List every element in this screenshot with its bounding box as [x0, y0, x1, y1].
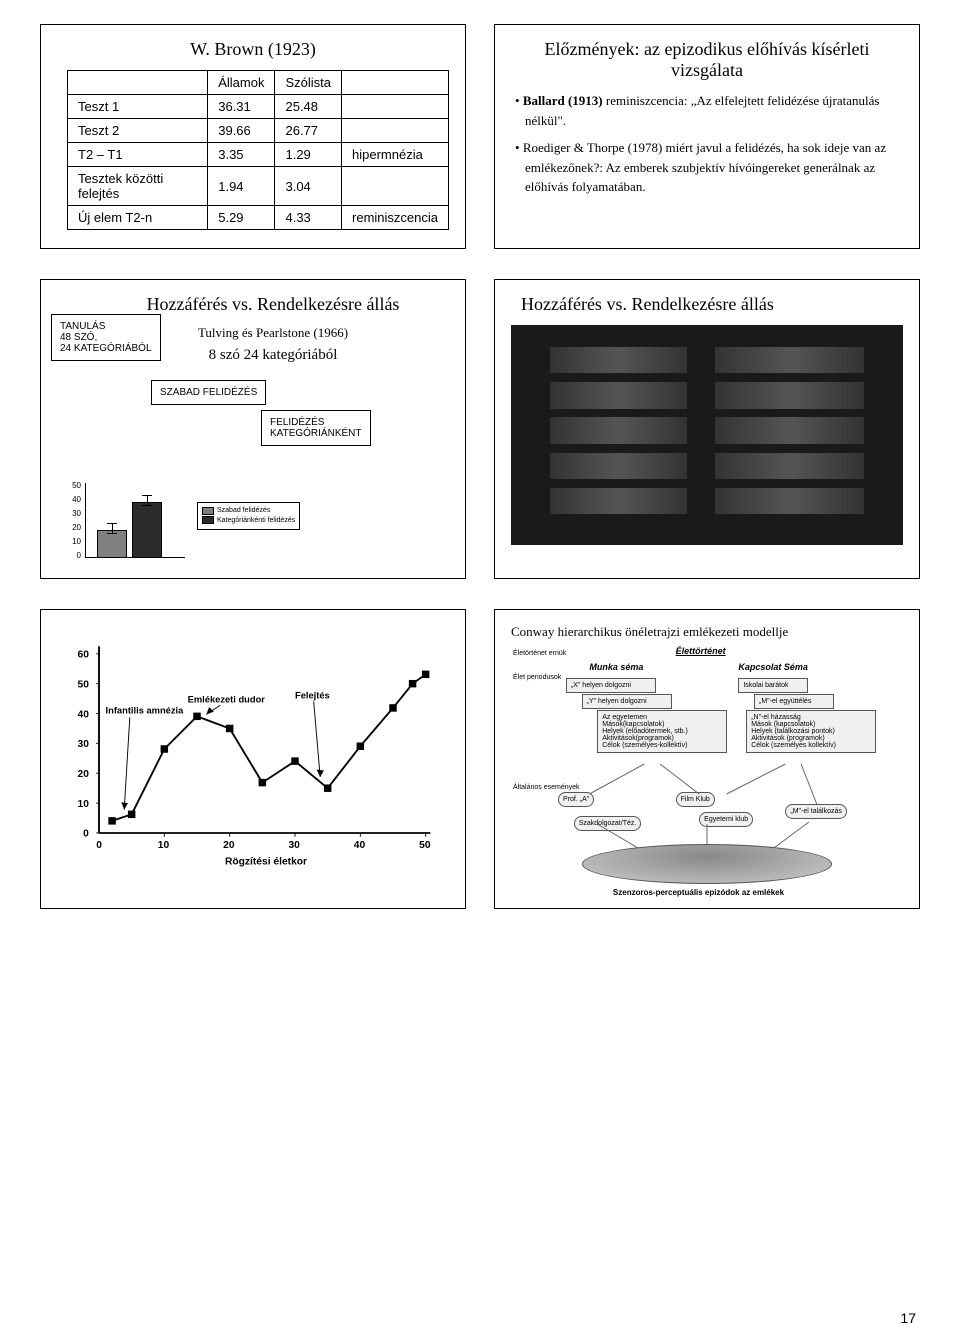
svg-text:40: 40: [354, 840, 366, 851]
svg-text:Emlékezeti dudor: Emlékezeti dudor: [188, 694, 266, 704]
library-image: [511, 325, 903, 545]
th: Szólista: [275, 71, 342, 95]
th: Államok: [208, 71, 275, 95]
panel2-title: Előzmények: az epizodikus előhívás kísér…: [511, 39, 903, 81]
panel4-title: Hozzáférés vs. Rendelkezésre állás: [521, 294, 903, 315]
panel3-title: Hozzáférés vs. Rendelkezésre állás: [147, 294, 400, 315]
bar-chart: 0 10 20 30 40 50 Szabad felidézés Kategó…: [47, 470, 327, 570]
panel6-title: Conway hierarchikus önéletrajzi emlékeze…: [511, 624, 903, 640]
svg-text:60: 60: [78, 650, 90, 661]
panel-linechart: 0 10 20 30 40 50 60 0 10 20 30 40 50 Rög…: [40, 609, 466, 909]
bullet-ballard: Ballard (1913) reminiszcencia: „Az elfel…: [525, 91, 897, 130]
th: [342, 71, 449, 95]
bar-szabad: [97, 530, 127, 558]
bar-kategoria: [132, 502, 162, 558]
svg-text:30: 30: [288, 840, 300, 851]
conway-diagram: Élettörténet Munka séma Kapcsolat Séma É…: [511, 644, 903, 904]
panel-conway: Conway hierarchikus önéletrajzi emlékeze…: [494, 609, 920, 909]
panel-tulving: Hozzáférés vs. Rendelkezésre állás Tulvi…: [40, 279, 466, 579]
page-number: 17: [900, 1310, 916, 1326]
reminiscence-curve: 0 10 20 30 40 50 60 0 10 20 30 40 50 Rög…: [57, 624, 449, 874]
memory-pool: [582, 844, 833, 884]
svg-text:Infantilis amnézia: Infantilis amnézia: [106, 706, 185, 716]
panel1-title: W. Brown (1923): [57, 39, 449, 60]
svg-text:10: 10: [158, 840, 170, 851]
svg-text:40: 40: [78, 709, 90, 720]
svg-text:10: 10: [78, 799, 90, 810]
svg-text:50: 50: [78, 679, 90, 690]
flow-szabad: SZABAD FELIDÉZÉS: [151, 380, 266, 405]
panel-elozmenyek: Előzmények: az epizodikus előhívás kísér…: [494, 24, 920, 249]
xlabel: Rögzítési életkor: [225, 857, 307, 868]
th: [68, 71, 208, 95]
svg-text:20: 20: [223, 840, 235, 851]
bar-legend: Szabad felidézés Kategóriánkénti felidéz…: [197, 502, 300, 530]
svg-text:30: 30: [78, 739, 90, 750]
svg-text:0: 0: [83, 829, 89, 840]
panel-brown-table: W. Brown (1923) Államok Szólista Teszt 1…: [40, 24, 466, 249]
brown-table: Államok Szólista Teszt 136.3125.48 Teszt…: [67, 70, 449, 230]
svg-text:0: 0: [96, 840, 102, 851]
panel-library: Hozzáférés vs. Rendelkezésre állás: [494, 279, 920, 579]
bullet-roediger: Roediger & Thorpe (1978) miért javul a f…: [525, 138, 897, 197]
flow-kategoria: FELIDÉZÉS KATEGÓRIÁNKÉNT: [261, 410, 371, 446]
svg-text:20: 20: [78, 769, 90, 780]
svg-text:50: 50: [419, 840, 431, 851]
flow-tanulas: TANULÁS 48 SZÓ, 24 KATEGÓRIÁBÓL: [51, 314, 161, 361]
svg-text:Felejtés: Felejtés: [295, 691, 330, 701]
